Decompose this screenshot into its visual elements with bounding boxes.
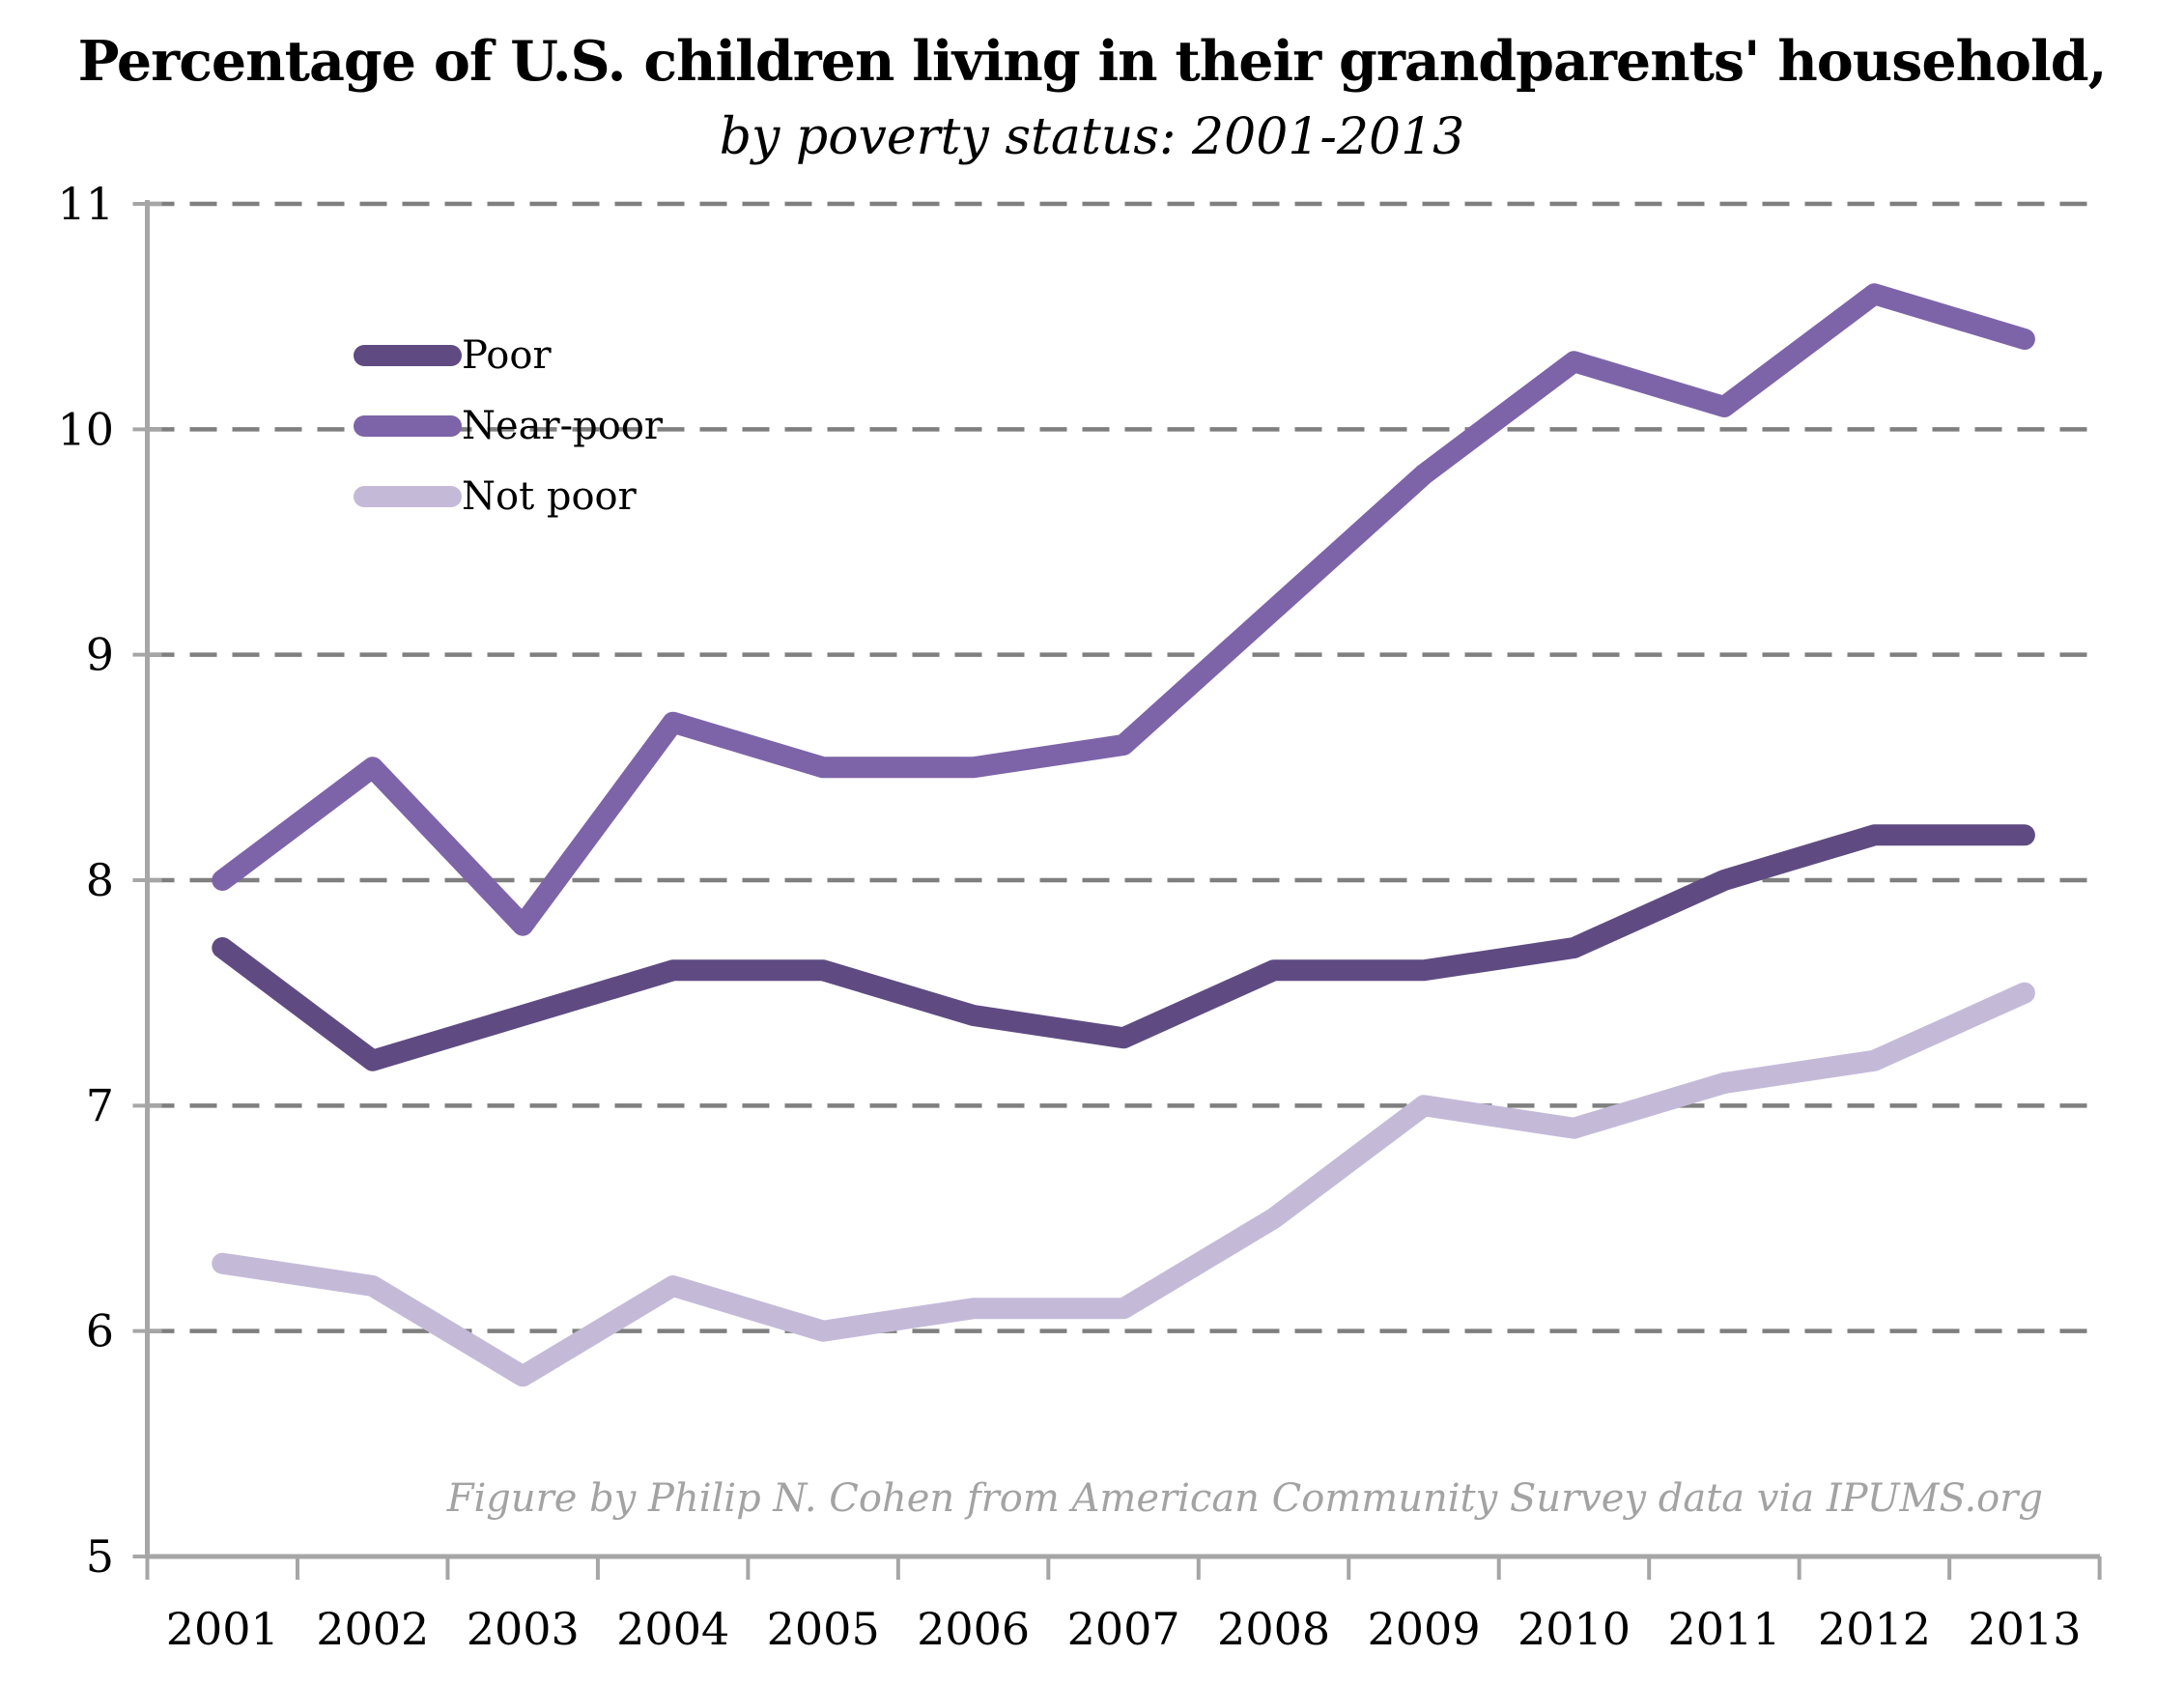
chart-title: Percentage of U.S. children living in th… <box>77 29 2108 94</box>
line-not-poor <box>212 982 2035 1387</box>
y-tick-label-5: 5 <box>86 1530 114 1583</box>
x-tick-label-2012: 2012 <box>1818 1603 1931 1655</box>
legend-item-poor: Poor <box>354 334 552 377</box>
y-tick-label-7: 7 <box>86 1079 114 1131</box>
x-tick-label-2003: 2003 <box>467 1603 580 1655</box>
x-tick-label-2006: 2006 <box>917 1603 1030 1655</box>
x-tick-label-2008: 2008 <box>1217 1603 1330 1655</box>
x-tick-label-2010: 2010 <box>1517 1603 1631 1655</box>
x-tick-label-2013: 2013 <box>1968 1603 2081 1655</box>
legend-label-poor: Poor <box>462 333 552 378</box>
y-tick-label-6: 6 <box>86 1305 114 1357</box>
legend-label-near-poor: Near-poor <box>462 404 664 448</box>
x-tick-label-2004: 2004 <box>616 1603 729 1655</box>
y-tick-label-11: 11 <box>57 178 114 230</box>
x-tick-label-2009: 2009 <box>1368 1603 1481 1655</box>
x-tick-label-2005: 2005 <box>767 1603 880 1655</box>
attribution-text: Figure by Philip N. Cohen from American … <box>446 1476 2043 1521</box>
x-tick-label-2011: 2011 <box>1667 1603 1780 1655</box>
legend-swatch-near-poor <box>354 415 462 437</box>
line-poor <box>212 824 2035 1071</box>
legend-swatch-not-poor <box>354 486 462 507</box>
y-tick-label-9: 9 <box>86 629 114 681</box>
legend-label-not-poor: Not poor <box>462 474 637 519</box>
legend-swatch-poor <box>354 345 462 366</box>
y-tick-label-8: 8 <box>86 854 114 906</box>
line-near-poor <box>212 283 2035 936</box>
x-tick-label-2001: 2001 <box>166 1603 279 1655</box>
legend-item-near-poor: Near-poor <box>354 405 663 447</box>
x-tick-label-2007: 2007 <box>1067 1603 1180 1655</box>
x-tick-label-2002: 2002 <box>316 1603 429 1655</box>
legend-item-not-poor: Not poor <box>354 475 637 518</box>
chart-subtitle: by poverty status: 2001-2013 <box>719 108 1465 166</box>
y-tick-label-10: 10 <box>57 403 114 455</box>
